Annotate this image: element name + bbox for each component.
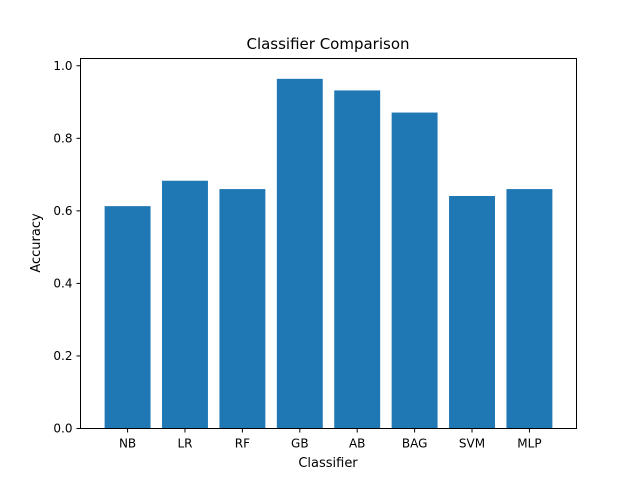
bar-gb xyxy=(276,78,323,429)
plot-frame xyxy=(80,58,577,429)
y-tick-label: 1.0 xyxy=(53,59,72,73)
x-tick-label: MLP xyxy=(517,437,541,451)
y-axis-label: Accuracy xyxy=(29,213,44,273)
x-tick-label: LR xyxy=(177,437,192,451)
y-tick-label: 0.4 xyxy=(53,276,72,290)
x-tick-label: NB xyxy=(119,437,136,451)
y-tick-label: 0.6 xyxy=(53,204,72,218)
y-tick-label: 0.2 xyxy=(53,349,72,363)
x-tick-label: GB xyxy=(291,437,309,451)
bar-nb xyxy=(104,206,151,429)
bar-svm xyxy=(449,195,495,429)
x-tick-label: RF xyxy=(235,437,250,451)
x-tick-label: SVM xyxy=(459,437,485,451)
bar-ab xyxy=(334,90,381,429)
x-axis-ticks: NB LR RF GB AB BAG SVM MLP xyxy=(119,428,542,451)
chart-title: Classifier Comparison xyxy=(246,35,409,53)
y-axis-ticks: 0.0 0.2 0.4 0.6 0.8 1.0 xyxy=(53,59,81,436)
bar-mlp xyxy=(506,189,553,429)
x-tick-label: AB xyxy=(349,437,365,451)
x-tick-label: BAG xyxy=(402,437,428,451)
x-axis-label: Classifier xyxy=(298,456,358,471)
bars-group xyxy=(104,78,553,429)
y-tick-label: 0.0 xyxy=(53,422,72,436)
bar-bag xyxy=(391,112,438,429)
bar-rf xyxy=(219,189,266,429)
y-tick-label: 0.8 xyxy=(53,131,72,145)
bar-lr xyxy=(162,180,208,429)
